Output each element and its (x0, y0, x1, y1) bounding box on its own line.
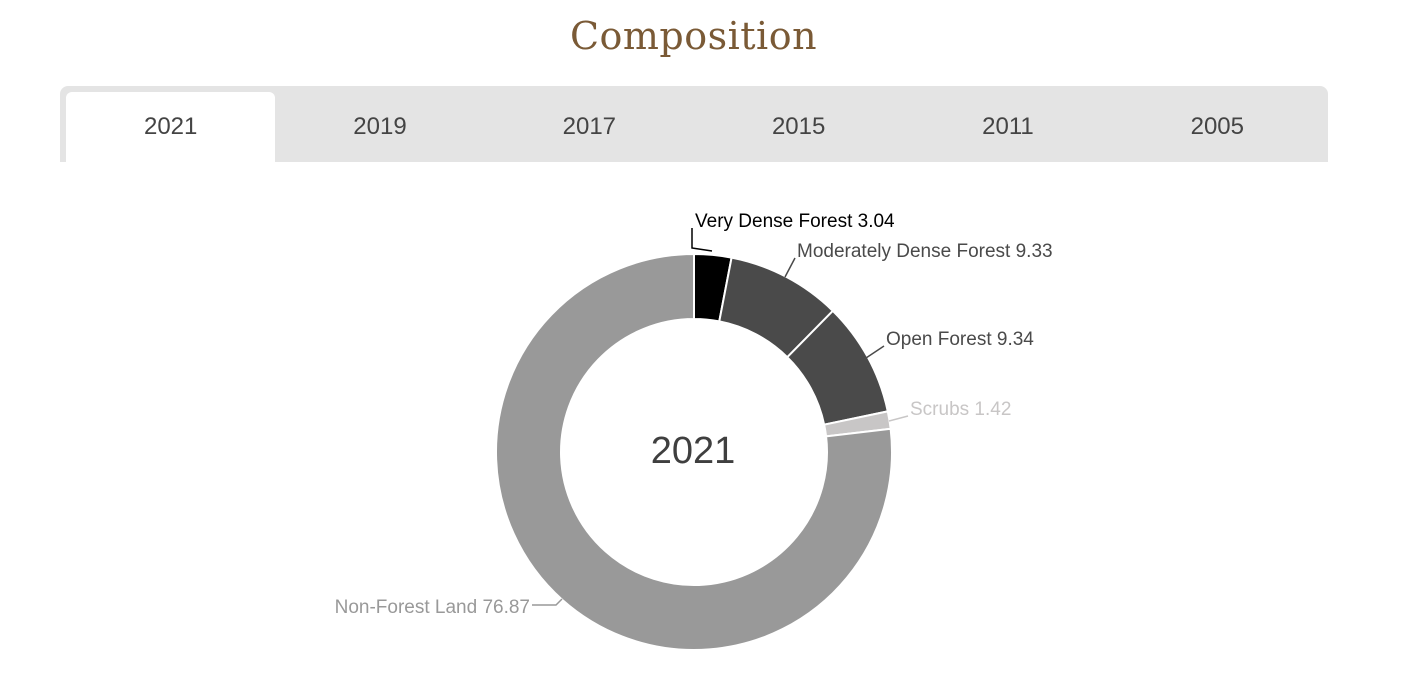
label-leader-lines (532, 228, 909, 606)
page-title: Composition (569, 14, 818, 58)
donut-slice-non-forest-land[interactable] (495, 252, 893, 651)
tab-2017[interactable]: 2017 (562, 113, 617, 140)
slice-label: Open Forest 9.34 (886, 329, 1034, 350)
slice-label: Very Dense Forest 3.04 (695, 211, 895, 232)
leader-line (532, 598, 563, 606)
tab-2005[interactable]: 2005 (1190, 113, 1244, 140)
leader-line (888, 415, 909, 422)
tab-2021[interactable]: 2021 (66, 92, 276, 162)
slice-label: Scrubs 1.42 (910, 399, 1011, 420)
leader-line (784, 257, 796, 278)
year-tabs: 2021 2019 2017 2015 2011 2005 (60, 86, 1328, 162)
donut-center-label: 2021 (651, 430, 736, 472)
slice-label: Moderately Dense Forest 9.33 (797, 241, 1053, 262)
leader-line (865, 345, 885, 359)
slice-label: Non-Forest Land 76.87 (335, 597, 530, 618)
donut-slices (495, 252, 893, 651)
tab-2011[interactable]: 2011 (982, 113, 1034, 140)
leader-line (691, 228, 713, 252)
tab-2015[interactable]: 2015 (771, 113, 826, 140)
tab-2019[interactable]: 2019 (353, 113, 407, 140)
slice-labels: Very Dense Forest 3.04 Moderately Dense F… (335, 211, 1053, 618)
